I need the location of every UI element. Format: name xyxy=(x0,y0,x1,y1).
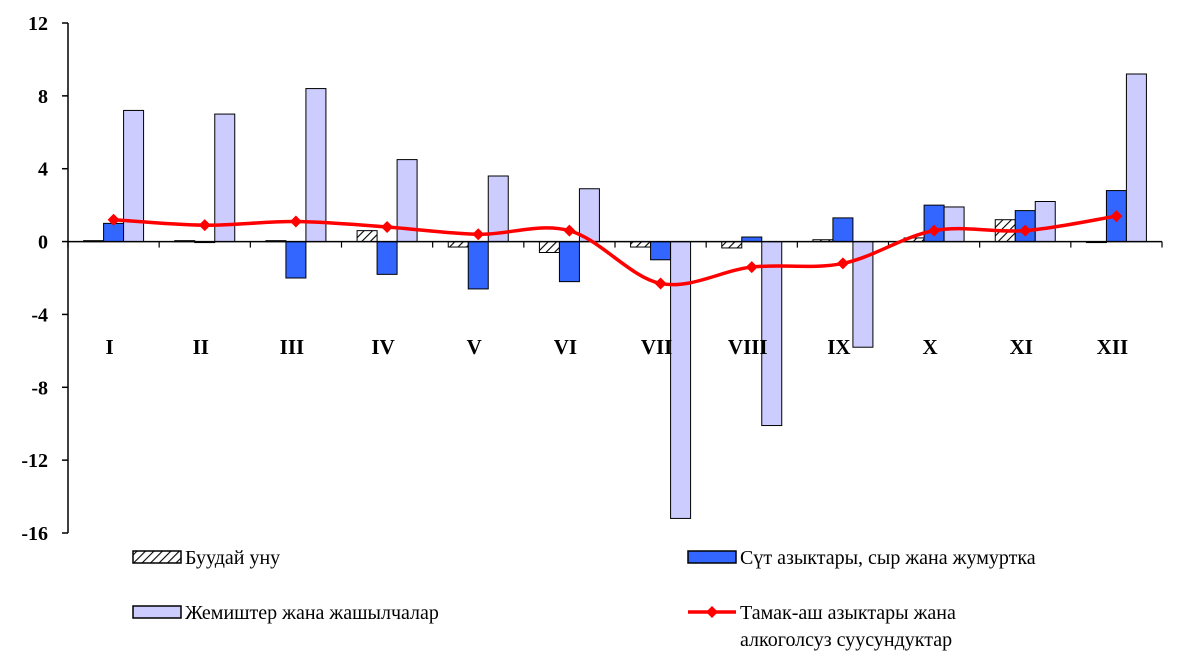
legend-label-line: Тамак-аш азыктары жана xyxy=(740,602,956,624)
x-category-label: III xyxy=(280,335,305,359)
x-category-label: I xyxy=(105,335,113,359)
x-category-label: IV xyxy=(371,335,394,359)
legend-label-line: алкоголсуз суусундуктар xyxy=(740,629,952,651)
bar-IV-series-1 xyxy=(356,230,378,243)
bar-IV-series-2 xyxy=(376,241,398,275)
x-category-label: XII xyxy=(1097,335,1129,359)
bar-IX-series-2 xyxy=(832,217,854,243)
bar-VI-series-2 xyxy=(558,241,580,283)
bar-V-series-1 xyxy=(447,241,469,248)
legend-swatch-3 xyxy=(132,605,182,619)
y-tick-label: -16 xyxy=(21,523,48,545)
bar-XII-series-3 xyxy=(1125,73,1147,243)
x-category-label: V xyxy=(467,335,482,359)
line-point-V xyxy=(472,228,485,241)
legend-label-2: Сүт азыктары, сыр жана жумуртка xyxy=(740,547,1036,569)
legend-swatch-1 xyxy=(132,550,182,564)
line-series-path xyxy=(113,214,1117,287)
bar-I-series-2 xyxy=(103,222,125,243)
x-category-label: VI xyxy=(554,335,577,359)
x-category-label: VII xyxy=(641,335,673,359)
line-point-X xyxy=(928,224,941,237)
bar-VI-series-1 xyxy=(538,241,560,253)
x-category-label: XI xyxy=(1010,335,1033,359)
bars-layer xyxy=(83,73,1147,519)
y-tick-label: 4 xyxy=(38,159,48,181)
legend: Буудай уну Сүт азыктары, сыр жана жумуртк… xyxy=(132,547,1036,651)
legend-marker-icon xyxy=(706,606,718,618)
line-point-II xyxy=(198,219,211,232)
line-point-VIII xyxy=(745,261,758,274)
legend-label-line: Сүт азыктары, сыр жана жумуртка xyxy=(740,547,1036,569)
bar-VIII-series-1 xyxy=(721,241,743,249)
line-point-IV xyxy=(381,221,394,233)
bar-III-series-2 xyxy=(285,241,307,279)
y-tick-label: -4 xyxy=(31,304,48,326)
legend-label-4: Тамак-аш азыктары жана алкоголсуз суусунд… xyxy=(740,602,956,651)
line-layer xyxy=(107,210,1123,290)
legend-label-line: Буудай уну xyxy=(185,547,280,569)
line-point-IX xyxy=(836,257,849,270)
y-tick-label: 12 xyxy=(28,13,48,35)
y-tick-label: -12 xyxy=(21,450,48,472)
bar-III-series-3 xyxy=(305,88,327,243)
legend-swatch-2 xyxy=(687,550,737,564)
bar-VII-series-2 xyxy=(650,241,672,261)
x-category-label: IX xyxy=(827,335,850,359)
legend-label-1: Буудай уну xyxy=(185,547,280,569)
bar-X-series-3 xyxy=(943,206,965,243)
line-point-VI xyxy=(563,224,576,237)
bar-VI-series-3 xyxy=(578,188,600,243)
bar-VII-series-1 xyxy=(630,241,652,248)
line-point-I xyxy=(107,213,120,226)
y-tick-label: -8 xyxy=(31,377,48,399)
bar-V-series-2 xyxy=(467,241,489,290)
line-point-III xyxy=(289,215,302,228)
bar-XI-series-3 xyxy=(1034,201,1056,243)
legend-label-3: Жемиштер жана жашылчалар xyxy=(185,602,439,624)
y-tick-label: 0 xyxy=(38,232,48,254)
x-category-label: X xyxy=(922,335,937,359)
line-point-VII xyxy=(654,277,667,290)
bar-II-series-3 xyxy=(214,113,236,243)
legend-label-line: Жемиштер жана жашылчалар xyxy=(185,602,439,624)
x-category-label: VIII xyxy=(728,335,768,359)
line-point-XI xyxy=(1019,224,1032,237)
axes-layer xyxy=(62,22,1163,534)
y-tick-label: 8 xyxy=(38,86,48,108)
line-point-XII xyxy=(1110,210,1123,223)
x-category-label: II xyxy=(193,335,209,359)
bar-VIII-series-3 xyxy=(761,241,783,427)
